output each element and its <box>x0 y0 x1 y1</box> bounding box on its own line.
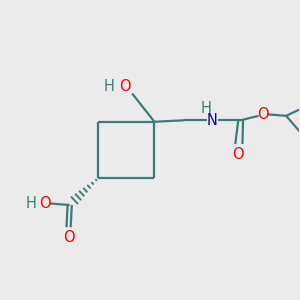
Text: O: O <box>232 147 244 162</box>
Text: H: H <box>26 196 37 211</box>
Text: H: H <box>104 79 115 94</box>
Text: N: N <box>207 113 218 128</box>
Text: O: O <box>257 107 269 122</box>
Text: H: H <box>201 101 212 116</box>
Text: O: O <box>63 230 75 245</box>
Text: O: O <box>39 196 51 211</box>
Text: O: O <box>119 79 130 94</box>
